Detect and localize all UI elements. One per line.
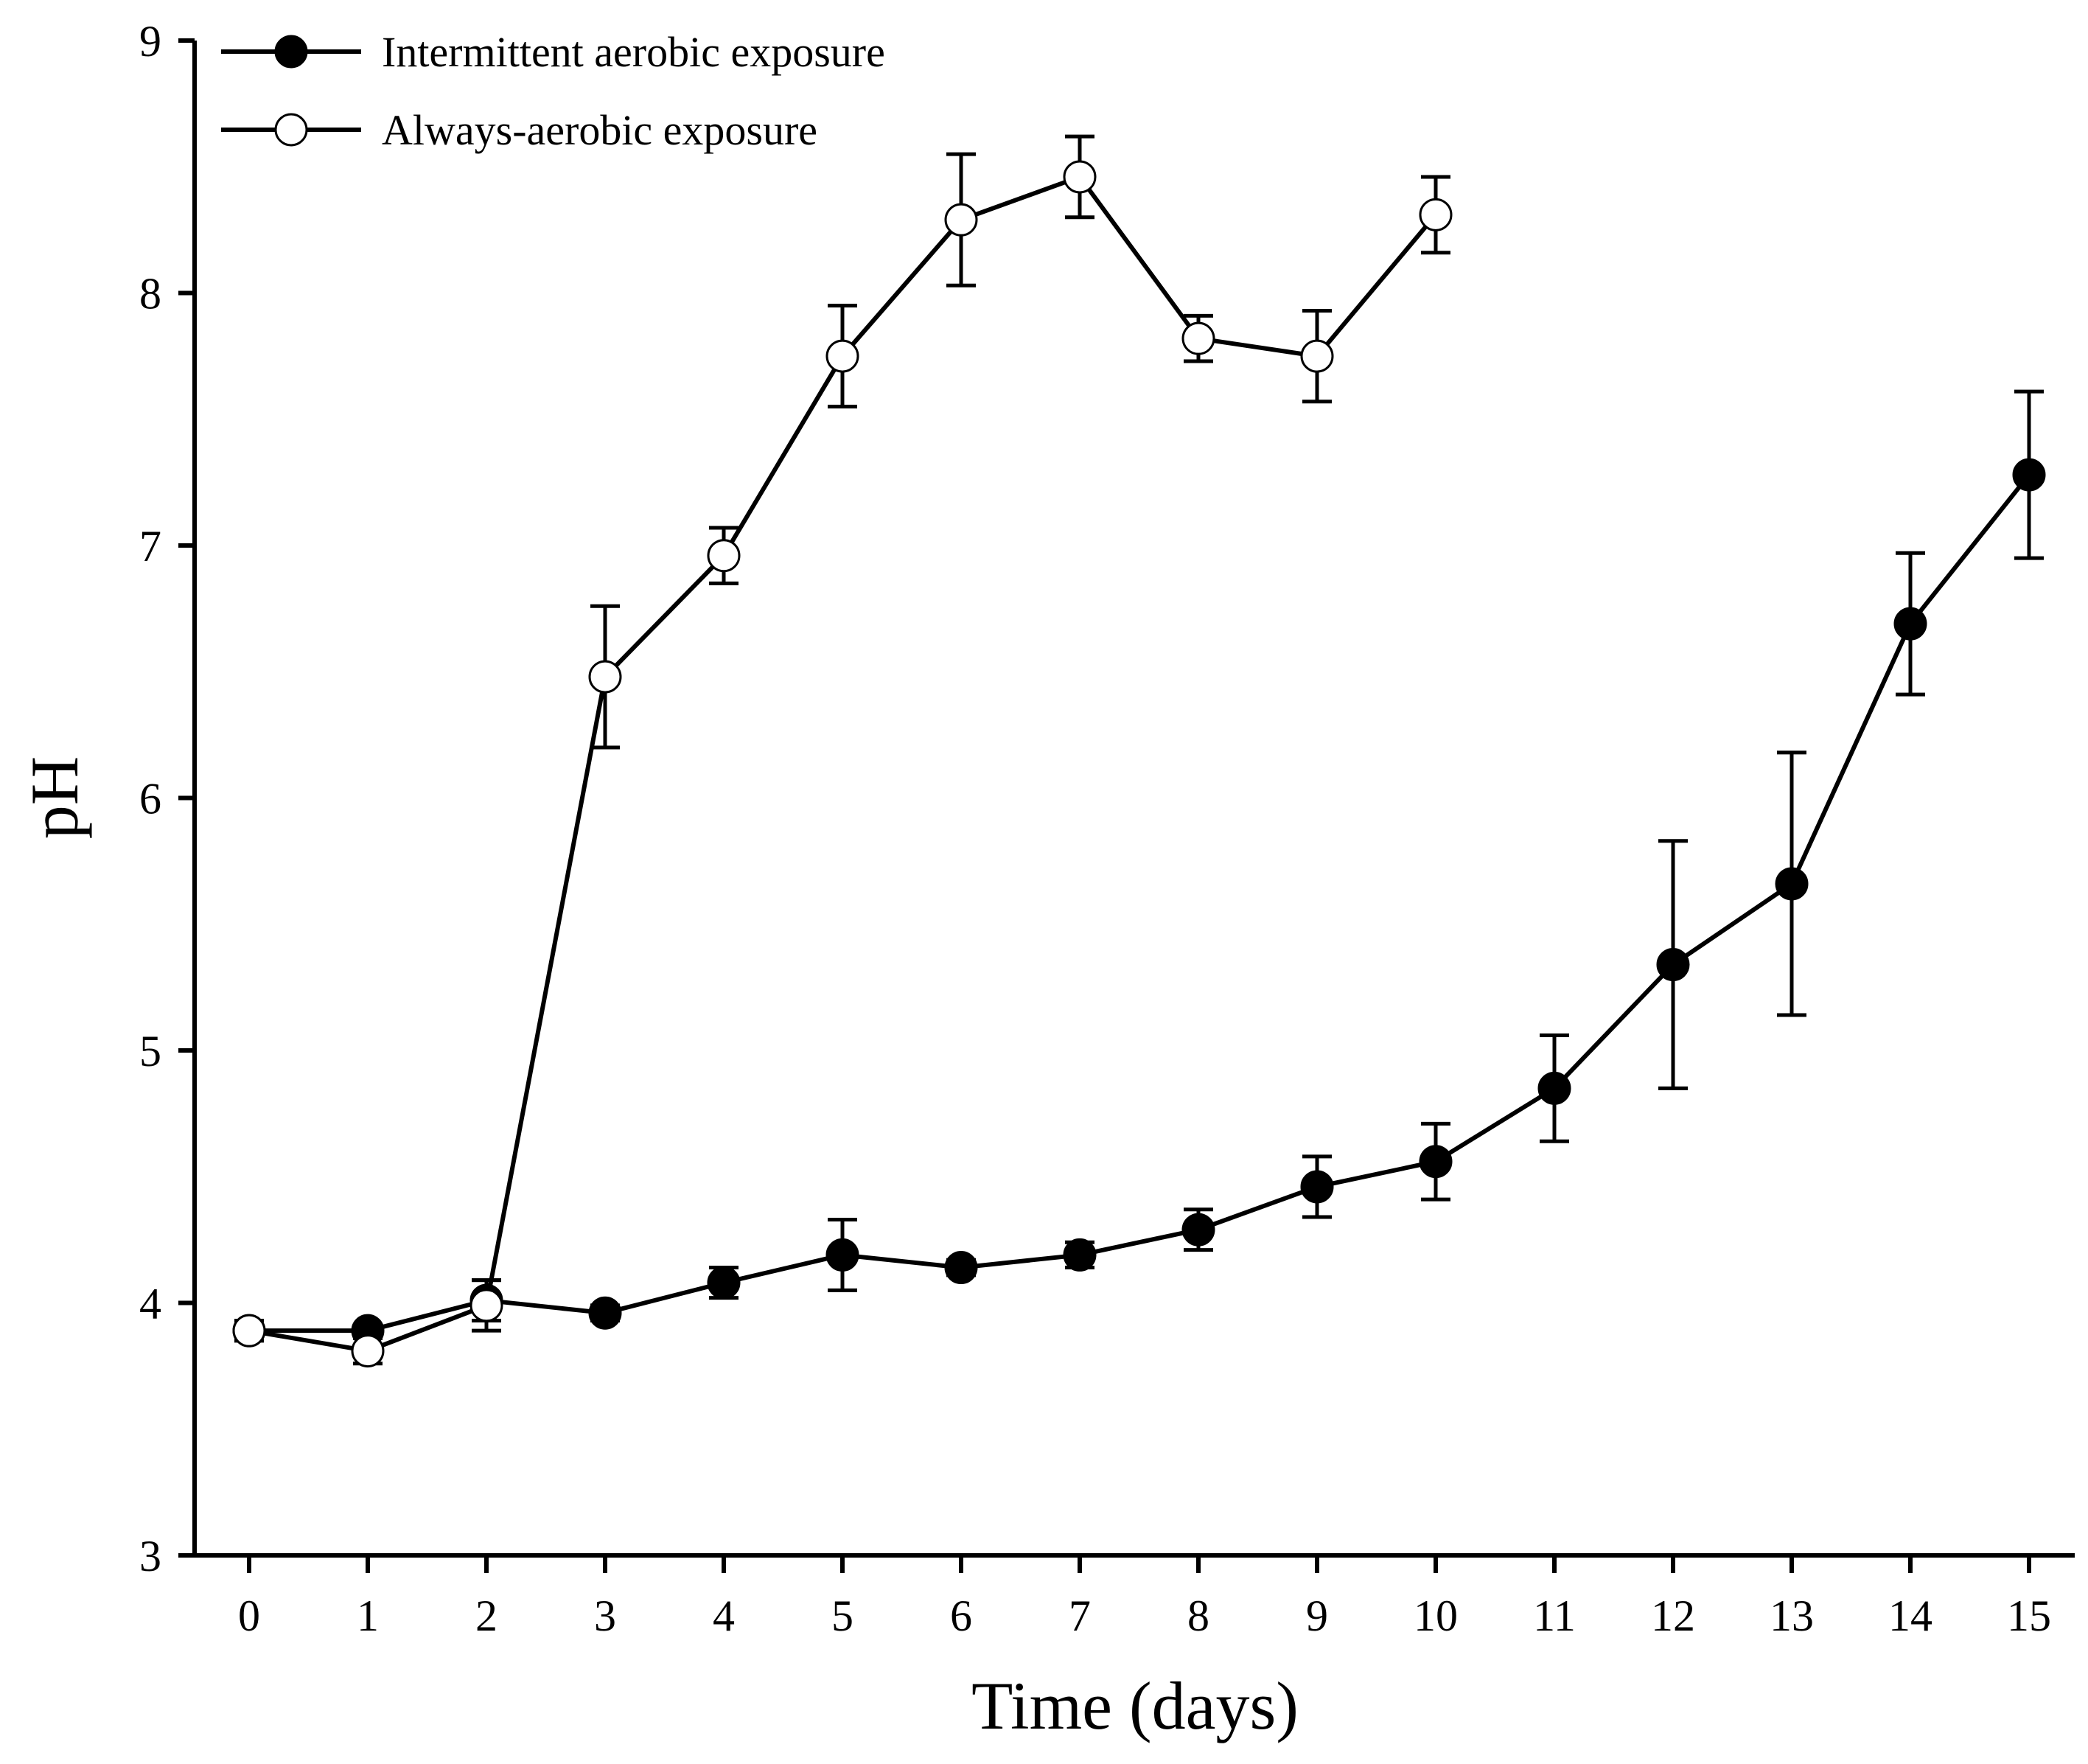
x-tick-label-2: 2 xyxy=(475,1592,497,1640)
x-tick-label-15: 15 xyxy=(2007,1592,2051,1640)
x-tick-label-0: 0 xyxy=(238,1592,260,1640)
y-axis-ticks: 3 4 5 6 7 8 9 xyxy=(139,17,195,1580)
x-tick-label-6: 6 xyxy=(950,1592,972,1640)
data-point-intermittent-5 xyxy=(825,1238,859,1272)
data-point-always-aerobic-7 xyxy=(1063,160,1097,194)
x-tick-label-7: 7 xyxy=(1069,1592,1091,1640)
data-point-always-aerobic-6 xyxy=(944,203,978,237)
y-tick-label-4: 4 xyxy=(139,1280,161,1328)
data-point-always-aerobic-10 xyxy=(1419,198,1453,231)
x-tick-label-1: 1 xyxy=(357,1592,379,1640)
y-tick-label-3: 3 xyxy=(139,1532,161,1580)
series-layer xyxy=(232,134,2046,1368)
data-point-intermittent-11 xyxy=(1537,1071,1571,1105)
x-axis-ticks: 0 1 2 3 4 5 6 7 8 9 10 11 12 13 14 15 xyxy=(238,1555,2051,1640)
x-tick-label-11: 11 xyxy=(1533,1592,1576,1640)
data-point-always-aerobic-4 xyxy=(707,539,741,573)
legend-marker-intermittent xyxy=(274,35,308,69)
x-tick-label-12: 12 xyxy=(1651,1592,1695,1640)
x-axis-title: Time (days) xyxy=(971,1668,1299,1743)
y-tick-label-8: 8 xyxy=(139,270,161,318)
data-point-intermittent-4 xyxy=(707,1266,741,1300)
y-tick-label-7: 7 xyxy=(139,522,161,571)
x-tick-label-13: 13 xyxy=(1770,1592,1814,1640)
data-point-intermittent-12 xyxy=(1656,948,1690,982)
y-tick-label-5: 5 xyxy=(139,1027,161,1076)
data-point-intermittent-8 xyxy=(1181,1213,1215,1247)
data-point-intermittent-13 xyxy=(1775,867,1809,901)
legend-item-intermittent: Intermittent aerobic exposure xyxy=(221,28,885,76)
data-point-intermittent-6 xyxy=(944,1251,978,1285)
legend: Intermittent aerobic exposure Always-aer… xyxy=(221,28,885,154)
x-tick-label-10: 10 xyxy=(1414,1592,1458,1640)
y-tick-label-6: 6 xyxy=(139,775,161,823)
data-point-intermittent-15 xyxy=(2012,458,2046,492)
series-always-aerobic xyxy=(232,134,1453,1368)
x-tick-label-9: 9 xyxy=(1306,1592,1328,1640)
data-point-always-aerobic-2 xyxy=(469,1289,503,1322)
x-tick-label-4: 4 xyxy=(713,1592,735,1640)
data-point-intermittent-14 xyxy=(1893,607,1927,641)
data-point-intermittent-3 xyxy=(588,1296,622,1330)
y-axis-title: pH xyxy=(17,756,92,839)
data-point-always-aerobic-1 xyxy=(351,1334,385,1368)
legend-marker-always-aerobic xyxy=(274,113,308,147)
data-point-intermittent-10 xyxy=(1419,1145,1453,1179)
data-point-always-aerobic-3 xyxy=(588,660,622,694)
legend-label-intermittent: Intermittent aerobic exposure xyxy=(382,28,885,76)
data-point-always-aerobic-8 xyxy=(1181,321,1215,355)
data-point-always-aerobic-0 xyxy=(232,1314,266,1348)
data-point-intermittent-9 xyxy=(1300,1170,1334,1204)
y-tick-label-9: 9 xyxy=(139,17,161,66)
series-line-intermittent xyxy=(249,473,2031,1334)
x-tick-label-5: 5 xyxy=(831,1592,853,1640)
data-point-always-aerobic-9 xyxy=(1300,339,1334,373)
x-tick-label-14: 14 xyxy=(1888,1592,1932,1640)
data-point-intermittent-7 xyxy=(1063,1238,1097,1272)
x-tick-label-3: 3 xyxy=(594,1592,616,1640)
legend-item-always-aerobic: Always-aerobic exposure xyxy=(221,106,817,154)
data-point-always-aerobic-5 xyxy=(825,339,859,373)
legend-label-always-aerobic: Always-aerobic exposure xyxy=(382,106,817,154)
x-tick-label-8: 8 xyxy=(1187,1592,1209,1640)
